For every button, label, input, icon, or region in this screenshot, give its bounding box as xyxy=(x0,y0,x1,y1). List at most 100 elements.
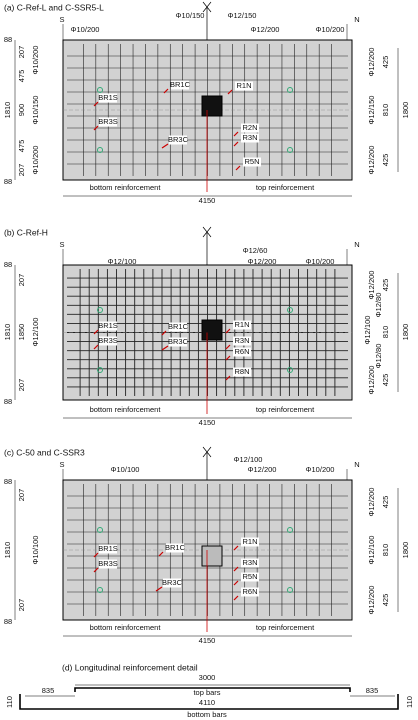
sensor xyxy=(287,367,293,373)
right-dim: Φ12/200 xyxy=(367,366,376,395)
right-dim: 425 xyxy=(381,496,390,509)
top-label-caption: top reinforcement xyxy=(256,405,315,414)
top-label: Φ10/200 xyxy=(306,257,335,266)
right-dim: 1800 xyxy=(401,542,410,559)
gauge-label: BR1C xyxy=(170,80,191,89)
gauge-leader xyxy=(225,375,231,381)
left-dim: 1810 xyxy=(3,324,12,341)
gauge-label: BR1S xyxy=(98,544,118,553)
left-dim: 475 xyxy=(17,70,26,83)
right-dim: Φ12/200 xyxy=(367,271,376,300)
gauge-label: R1N xyxy=(242,537,257,546)
left-dim: 207 xyxy=(17,599,26,612)
sensor xyxy=(97,367,103,373)
sensor xyxy=(287,147,293,153)
sensor xyxy=(97,587,103,593)
gauge-box xyxy=(241,572,259,582)
gauge-label: R2N xyxy=(242,123,257,132)
cut-symbol xyxy=(202,446,212,480)
gauge-leader xyxy=(161,330,167,336)
sensor xyxy=(287,587,293,593)
column xyxy=(201,95,223,117)
gauge-leader xyxy=(161,143,169,149)
gauge-leader xyxy=(227,89,233,95)
gauge-leader xyxy=(225,344,231,350)
left-dim: 900 xyxy=(17,104,26,117)
left-dim: 207 xyxy=(17,164,26,177)
gauge-label: R6N xyxy=(242,587,257,596)
gauge-label: R5N xyxy=(244,157,259,166)
right-dim: Φ12/150 xyxy=(367,96,376,125)
gauge-box xyxy=(235,81,253,91)
top-bar xyxy=(74,687,351,692)
gauge-leader xyxy=(93,552,99,558)
right-dim: 810 xyxy=(381,326,390,339)
gauge-leader xyxy=(93,101,99,107)
sensor xyxy=(97,147,103,153)
side-s: S xyxy=(59,15,64,24)
gauge-box xyxy=(233,336,251,346)
left-dim: 88 xyxy=(4,177,12,186)
gauge-box xyxy=(241,558,259,568)
top-label: Φ12/100 xyxy=(234,455,263,464)
gauge-box xyxy=(169,322,187,332)
gauge-box xyxy=(241,587,259,597)
sensor xyxy=(97,307,103,313)
width-dim: 4150 xyxy=(199,418,216,427)
gauge-box xyxy=(243,157,261,167)
gauge-box xyxy=(241,133,259,143)
gauge-label: R5N xyxy=(242,572,257,581)
gauge-box xyxy=(233,347,251,357)
left-hook: 835 xyxy=(42,686,55,695)
top-length: 3000 xyxy=(199,673,216,682)
side-n: N xyxy=(354,460,359,469)
sensor xyxy=(97,87,103,93)
right-dim: 810 xyxy=(381,544,390,557)
gauge-box xyxy=(241,537,259,547)
bottom-label: bottom reinforcement xyxy=(90,623,162,632)
gauge-label: BR1S xyxy=(98,93,118,102)
width-dim: 4150 xyxy=(199,196,216,205)
top-label: Φ12/200 xyxy=(251,25,280,34)
top-label-caption: top reinforcement xyxy=(256,183,315,192)
left-dim: 1850 xyxy=(17,324,26,341)
detail-title: (d) Longitudinal reinforcement detail xyxy=(62,662,198,672)
top-label: Φ12/200 xyxy=(248,465,277,474)
right-dim: Φ12/200 xyxy=(367,586,376,615)
panel-title: (a) C-Ref-L and C-SSR5-L xyxy=(4,2,104,12)
left-dim: Φ10/150 xyxy=(31,96,40,125)
top-bars: top bars xyxy=(193,688,220,697)
sensor xyxy=(97,527,103,533)
detail: (d) Longitudinal reinforcement detail 30… xyxy=(5,662,414,719)
gauge-label: BR3S xyxy=(98,336,118,345)
sensor xyxy=(287,527,293,533)
panel-title: (c) C-50 and C-SSR3 xyxy=(4,447,85,457)
right-dim: 425 xyxy=(381,154,390,167)
top-label: Φ10/100 xyxy=(111,465,140,474)
gauge-leader xyxy=(233,141,239,147)
gauge-label: R6N xyxy=(234,347,249,356)
gauge-leader xyxy=(233,545,239,551)
right-dim: 425 xyxy=(381,56,390,69)
right-dim: Φ12/100 xyxy=(363,316,372,345)
gauge-leader xyxy=(233,131,239,137)
cut-symbol xyxy=(202,1,212,40)
width-dim: 4150 xyxy=(199,636,216,645)
gauge-leader xyxy=(158,551,164,557)
column xyxy=(201,319,223,341)
gauge-label: BR3S xyxy=(98,559,118,568)
gauge-box xyxy=(233,367,251,377)
right-end: 110 xyxy=(405,696,414,708)
gauge-box xyxy=(166,543,184,553)
left-dim: 1810 xyxy=(3,542,12,559)
gauge-box xyxy=(169,337,187,347)
side-s: S xyxy=(59,460,64,469)
right-dim: Φ12/80 xyxy=(374,344,383,369)
top-label-caption: top reinforcement xyxy=(256,623,315,632)
top-label: Φ12/60 xyxy=(243,246,268,255)
right-dim: Φ12/80 xyxy=(374,293,383,318)
top-label: Φ10/150 xyxy=(176,11,205,20)
gauge-leader xyxy=(233,566,239,572)
sensor xyxy=(287,87,293,93)
side-n: N xyxy=(354,15,359,24)
